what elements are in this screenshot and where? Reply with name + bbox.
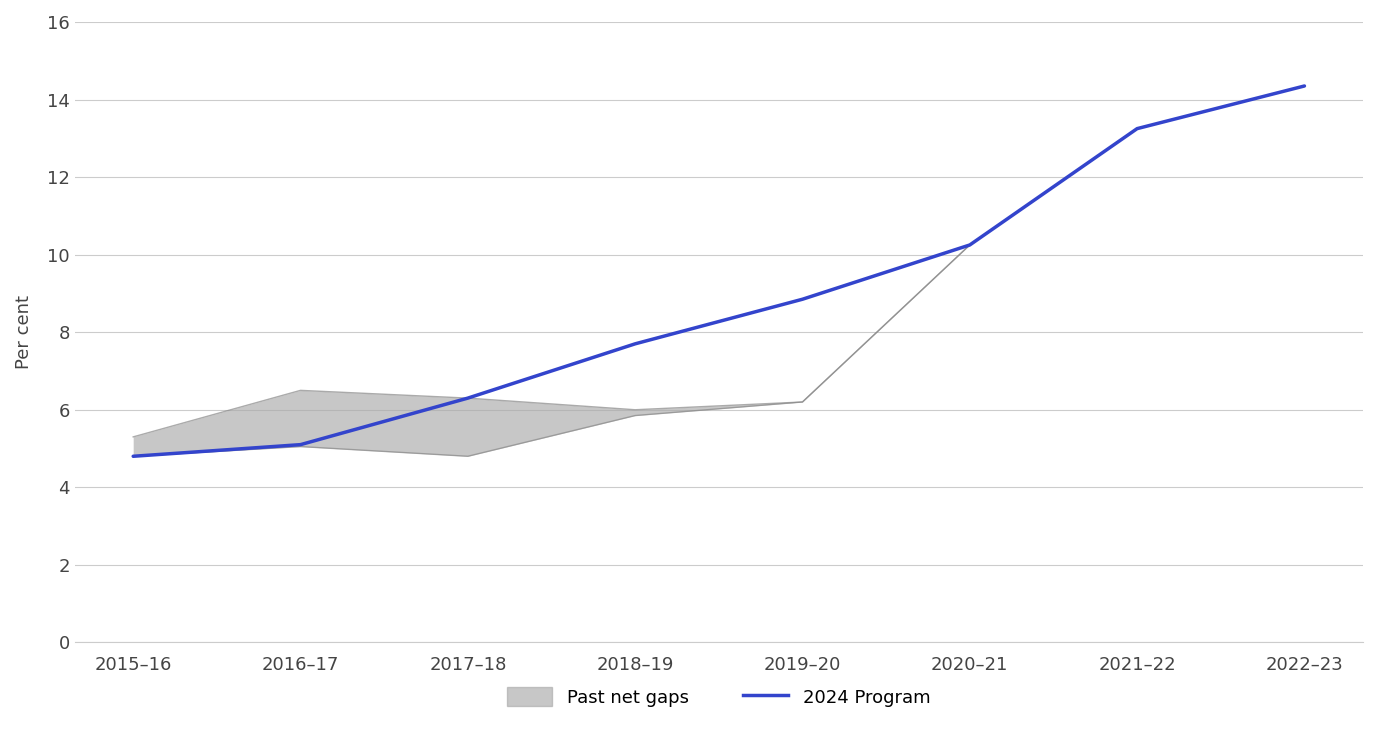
Y-axis label: Per cent: Per cent bbox=[15, 296, 33, 369]
Legend: Past net gaps, 2024 Program: Past net gaps, 2024 Program bbox=[500, 680, 937, 714]
